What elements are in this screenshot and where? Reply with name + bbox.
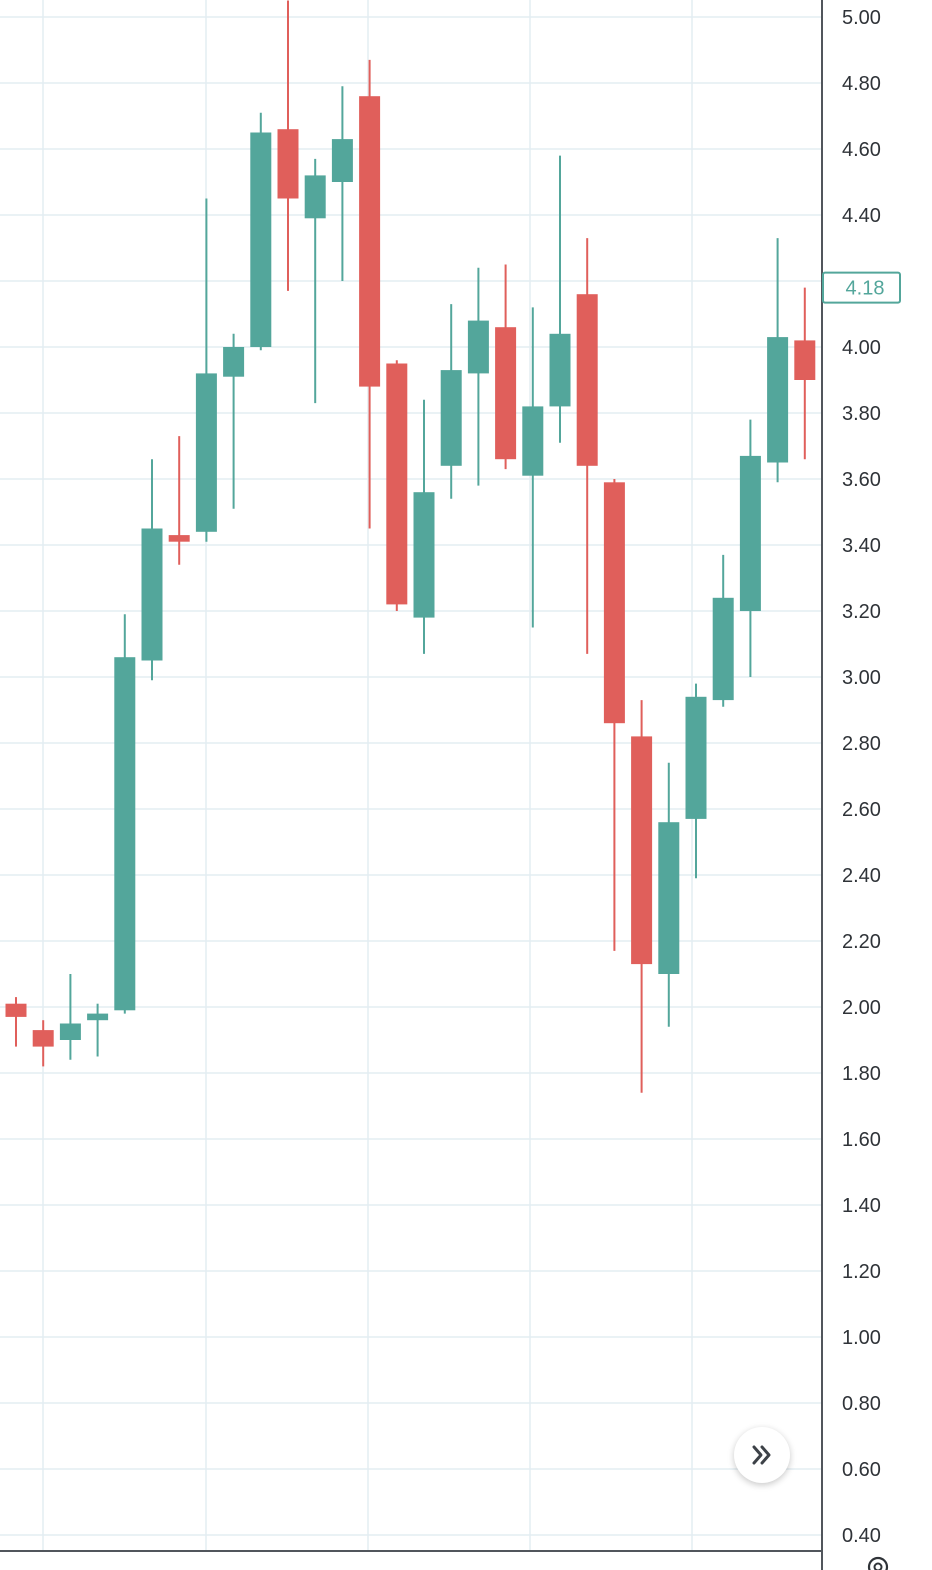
candle-body	[195, 373, 217, 532]
candle	[304, 158, 326, 404]
price-axis-tick-label: 4.00	[842, 337, 881, 359]
price-axis-tick-label: 2.60	[842, 799, 881, 821]
price-axis-tick-label: 3.20	[842, 601, 881, 623]
candle	[359, 59, 381, 529]
candle-body	[32, 1030, 54, 1047]
gear-icon[interactable]	[867, 1556, 889, 1570]
price-axis-tick-label: 3.60	[842, 469, 881, 491]
price-axis-panel[interactable]	[822, 0, 932, 1570]
candle	[413, 399, 435, 654]
candle	[32, 1020, 54, 1067]
candle-body	[685, 696, 707, 819]
candle-body	[114, 657, 136, 1011]
price-axis-tick-label: 2.00	[842, 997, 881, 1019]
price-axis-tick-label: 1.80	[842, 1063, 881, 1085]
candle	[603, 479, 625, 951]
price-axis-tick-label: 4.40	[842, 205, 881, 227]
price-axis-tick-label: 3.80	[842, 403, 881, 425]
last-price-label-box	[822, 271, 901, 304]
candle	[631, 700, 653, 1093]
price-axis-tick-label: 1.00	[842, 1327, 881, 1349]
candle	[59, 974, 81, 1060]
candle	[114, 614, 136, 1014]
candle-body	[5, 1003, 27, 1017]
candle-body	[467, 320, 489, 374]
candle-body	[767, 337, 789, 463]
price-axis-tick-label: 5.00	[842, 7, 881, 29]
candle	[549, 155, 571, 443]
candle	[87, 1003, 109, 1057]
candle	[495, 264, 517, 470]
candle	[685, 683, 707, 879]
candle-body	[331, 139, 353, 182]
candle	[522, 307, 544, 628]
price-axis-tick-label: 1.40	[842, 1195, 881, 1217]
candle-body	[440, 370, 462, 466]
candle	[331, 86, 353, 281]
candle	[223, 333, 245, 509]
candle	[658, 762, 680, 1027]
last-price-label: 4.18	[846, 278, 885, 300]
candle-body	[712, 597, 734, 701]
candle	[440, 304, 462, 499]
price-axis-tick-label: 0.60	[842, 1459, 881, 1481]
candle	[386, 360, 408, 611]
candle-body	[794, 340, 816, 380]
candle-body	[277, 129, 299, 199]
scroll-to-realtime-button[interactable]	[734, 1427, 790, 1483]
candle-body	[87, 1013, 109, 1021]
candle-series	[5, 0, 843, 1093]
candle-body	[603, 482, 625, 724]
candle	[576, 238, 598, 654]
candle-body	[413, 492, 435, 618]
candle	[739, 419, 761, 677]
candle	[5, 997, 27, 1047]
chart-grid	[0, 0, 822, 1551]
candle-body	[495, 327, 517, 460]
candle-body	[739, 455, 761, 611]
candle-body	[576, 294, 598, 466]
candle-body	[168, 535, 190, 542]
price-axis-tick-label: 0.80	[842, 1393, 881, 1415]
candle	[712, 554, 734, 707]
candle	[767, 238, 789, 483]
double-chevron-right-icon	[752, 1445, 771, 1465]
candle	[168, 436, 190, 565]
price-axis-tick-label: 2.20	[842, 931, 881, 953]
price-axis-tick-label: 4.80	[842, 73, 881, 95]
candle-body	[631, 736, 653, 965]
candle-body	[250, 132, 272, 347]
candle	[794, 287, 816, 460]
candle-body	[59, 1023, 81, 1040]
candle	[250, 112, 272, 351]
candle-body	[549, 333, 571, 407]
candle-body	[359, 96, 381, 387]
candle	[277, 0, 299, 291]
price-axis-tick-label: 1.60	[842, 1129, 881, 1151]
candle-body	[304, 175, 326, 219]
price-axis-tick-label: 4.60	[842, 139, 881, 161]
candle-body	[658, 822, 680, 974]
candle-body	[141, 528, 163, 661]
price-axis-tick-label: 3.00	[842, 667, 881, 689]
candle	[195, 198, 217, 542]
candle	[141, 459, 163, 681]
price-axis-tick-label: 1.20	[842, 1261, 881, 1283]
price-axis-tick-label: 2.40	[842, 865, 881, 887]
last-price-marker: 4.18	[822, 271, 901, 304]
price-axis-tick-label: 2.80	[842, 733, 881, 755]
price-axis-tick-label: 3.40	[842, 535, 881, 557]
candle-body	[522, 406, 544, 476]
price-axis-tick-label: 0.40	[842, 1525, 881, 1547]
candle-body	[386, 363, 408, 605]
candle-body	[223, 347, 245, 377]
candle	[467, 267, 489, 486]
